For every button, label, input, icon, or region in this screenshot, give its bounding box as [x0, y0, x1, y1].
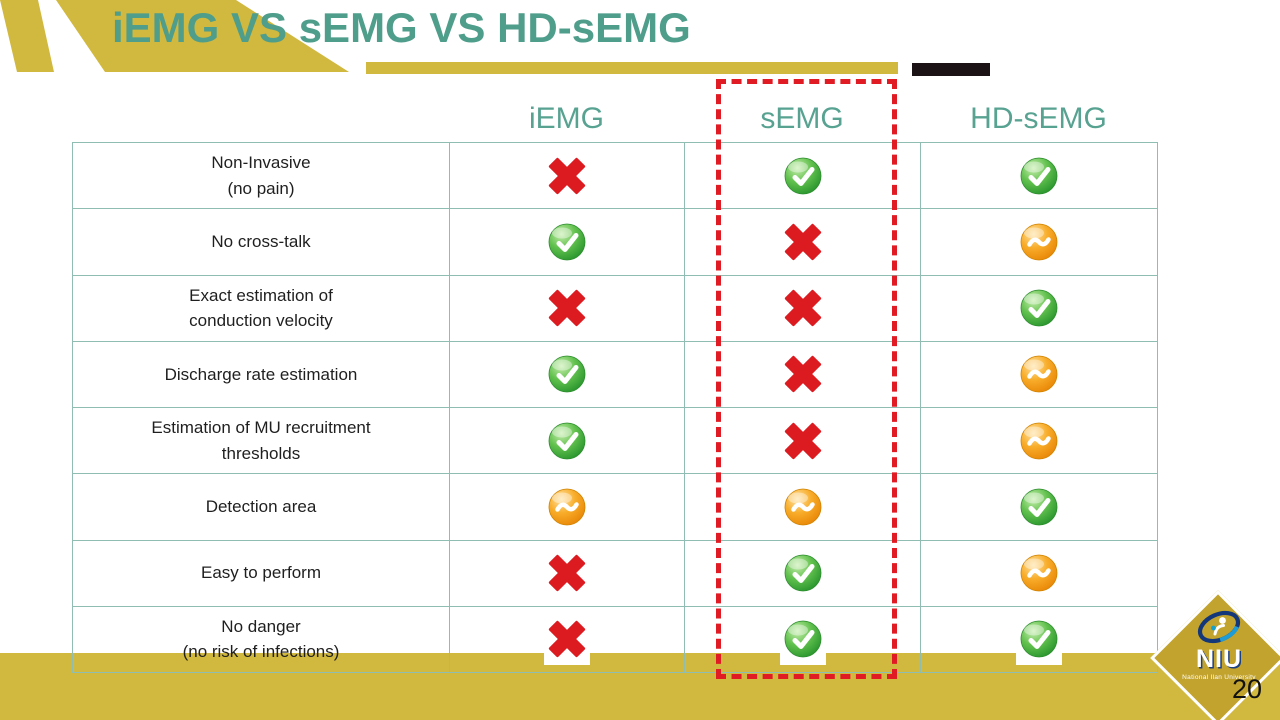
table-cell — [921, 275, 1158, 342]
red-cross-icon — [546, 552, 588, 594]
red-cross-icon — [782, 287, 824, 329]
title-underline-bar — [366, 62, 898, 74]
niu-logo: NIU National Ilan University — [1168, 607, 1270, 681]
green-check-icon — [1020, 620, 1058, 658]
table-cell — [450, 209, 685, 276]
red-cross-icon — [782, 221, 824, 263]
niu-acronym: NIU — [1195, 645, 1243, 673]
green-check-icon — [784, 554, 822, 592]
page-number: 20 — [1232, 674, 1263, 704]
table-cell — [685, 143, 921, 210]
orange-tilde-icon — [548, 488, 586, 526]
green-check-icon — [784, 620, 822, 658]
table-cell — [685, 540, 921, 607]
column-header-semg: sEMG — [760, 102, 844, 135]
semg-highlight-dashed-box — [716, 79, 897, 679]
table-cell — [450, 606, 685, 673]
slide-title: iEMG VS sEMG VS HD-sEMG — [112, 4, 691, 51]
table-cell — [450, 341, 685, 408]
table-cell — [685, 606, 921, 673]
row-label: No danger (no risk of infections) — [73, 606, 450, 673]
green-check-icon — [1020, 157, 1058, 195]
table-cell — [921, 606, 1158, 673]
red-cross-icon — [546, 618, 588, 660]
table-cell — [450, 275, 685, 342]
table-cell — [685, 275, 921, 342]
table-cell — [921, 143, 1158, 210]
red-cross-icon — [546, 155, 588, 197]
row-label: Easy to perform — [73, 540, 450, 607]
table-cell — [685, 209, 921, 276]
column-header-iemg: iEMG — [529, 102, 604, 135]
green-check-icon — [1020, 289, 1058, 327]
orange-tilde-icon — [1020, 422, 1058, 460]
table-cell — [685, 474, 921, 541]
row-label: Exact estimation of conduction velocity — [73, 275, 450, 342]
table-cell — [685, 341, 921, 408]
table-cell — [921, 341, 1158, 408]
row-label: Non-Invasive (no pain) — [73, 143, 450, 210]
black-accent-bar — [912, 63, 990, 76]
table-cell — [450, 408, 685, 475]
niu-emblem-icon — [1197, 610, 1241, 644]
red-cross-icon — [546, 287, 588, 329]
row-label: No cross-talk — [73, 209, 450, 276]
bottom-gold-band — [0, 653, 1280, 720]
table-cell — [921, 474, 1158, 541]
niu-subtitle: National Ilan University — [1182, 674, 1256, 681]
table-cell — [450, 540, 685, 607]
column-header-hd-semg: HD-sEMG — [970, 102, 1107, 135]
gold-strip-decoration — [0, 0, 54, 72]
red-cross-icon — [782, 420, 824, 462]
orange-tilde-icon — [1020, 355, 1058, 393]
green-check-icon — [548, 223, 586, 261]
table-cell — [921, 408, 1158, 475]
green-check-icon — [548, 422, 586, 460]
row-label: Detection area — [73, 474, 450, 541]
green-check-icon — [548, 355, 586, 393]
orange-tilde-icon — [1020, 223, 1058, 261]
row-label: Discharge rate estimation — [73, 341, 450, 408]
table-cell — [450, 143, 685, 210]
table-cell — [450, 474, 685, 541]
green-check-icon — [784, 157, 822, 195]
table-cell — [921, 540, 1158, 607]
row-label: Estimation of MU recruitment thresholds — [73, 408, 450, 475]
table-cell — [685, 408, 921, 475]
orange-tilde-icon — [1020, 554, 1058, 592]
comparison-table: Non-Invasive (no pain) No cross-talk Exact… — [72, 142, 1158, 673]
red-cross-icon — [782, 353, 824, 395]
table-cell — [921, 209, 1158, 276]
green-check-icon — [1020, 488, 1058, 526]
orange-tilde-icon — [784, 488, 822, 526]
